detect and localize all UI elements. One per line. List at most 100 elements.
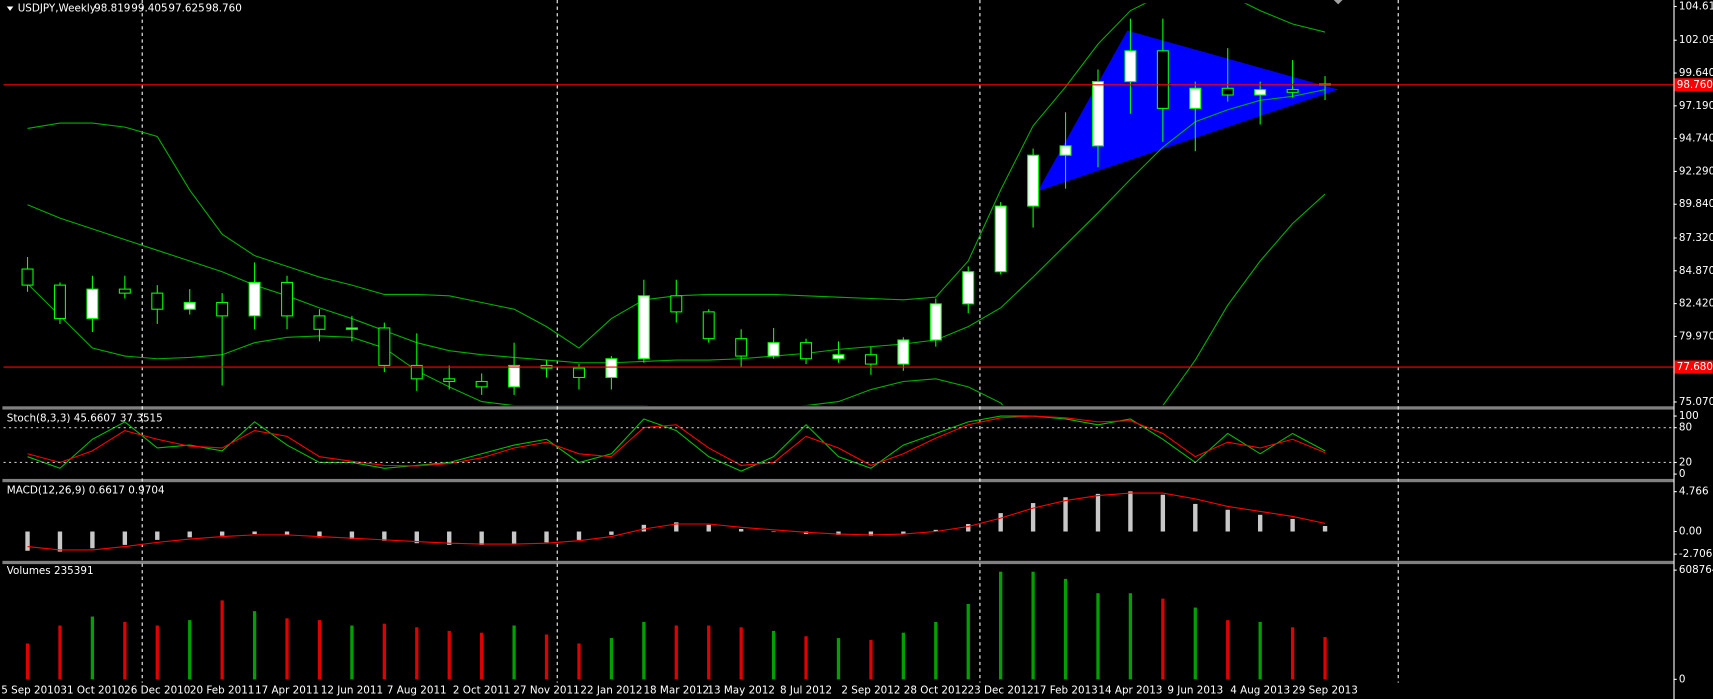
x-tick-label: 29 Sep 2013 [1292,684,1358,696]
candle-body [508,364,521,388]
macd-bar [1063,497,1068,532]
candle-body [702,311,715,340]
volume-bar [966,603,970,680]
candle-body [86,288,99,320]
candle-body [151,292,164,310]
macd-bar [576,531,582,540]
volume-bar [317,620,322,680]
volume-bar [58,625,62,680]
price-label-box [1674,360,1713,374]
volume-bar [642,621,646,680]
stoch-line [27,415,1326,472]
macd-bar [25,531,30,551]
y-tick-label: 99.640 [1679,67,1713,79]
volume-bar [1193,607,1197,680]
price-label: 77.680 [1677,361,1713,373]
macd-bar [252,531,257,535]
x-tick-label: 18 Mar 2012 [643,684,709,696]
chart-title: USDJPY,Weekly [18,3,96,15]
candle-body [475,380,488,388]
macd-bar [1257,514,1263,532]
y-tick-label: 0.00 [1679,526,1702,538]
macd-bar [479,531,484,545]
x-tick-label: 14 Apr 2013 [1098,684,1162,696]
candle-body [832,354,845,360]
x-tick-label: 2 Sep 2012 [841,684,900,696]
candle-body [929,303,942,341]
panel [25,571,1327,680]
macd-bar [317,531,322,538]
band-line [27,89,1326,364]
volume-bar [1031,571,1035,680]
x-tick-label: 17 Feb 2013 [1033,684,1097,696]
y-tick-label: 94.740 [1679,133,1713,145]
volume-bar [1128,593,1133,680]
volume-bar [999,571,1003,680]
macd-bar [122,531,128,545]
macd-bar [641,524,647,532]
header-value: 97.625 [168,3,204,15]
volume-bar [1161,598,1165,680]
volume-bar [674,625,678,680]
x-tick-label: 28 Oct 2012 [904,684,968,696]
y-tick-label: 80 [1679,422,1692,434]
period-separators [141,0,1399,683]
header-value: 99.405 [131,3,167,15]
volume-bar [707,625,711,680]
macd-bar [1128,491,1133,532]
x-tick-label: 27 Nov 2011 [513,684,579,696]
candle-body [183,301,196,310]
candle-body [605,358,618,379]
candle-body [410,364,423,380]
y-tick-label: -2.706 [1679,548,1712,560]
macd-bar [511,531,517,545]
macd-bar [1030,503,1036,532]
volume-bar [285,618,289,680]
macd-bar [901,531,906,535]
y-tick-label: 0 [1679,468,1686,480]
macd-bar [933,529,938,532]
macd-bar [1290,518,1295,532]
signal-line [27,492,1326,551]
x-tick-label: 7 Aug 2011 [387,684,447,696]
macd-bar [998,513,1003,532]
volume-bar [90,616,95,680]
indicator-title: MACD(12,26,9) 0.6617 0.9704 [7,484,165,496]
x-tick-label: 2 Oct 2011 [453,684,510,696]
candle-body [767,342,780,357]
indicator-title: Stoch(8,3,3) 45.6607 37.3515 [7,412,163,424]
candle-body [897,339,910,365]
candle-body [1027,154,1040,207]
x-tick-label: 12 Jun 2011 [321,684,383,696]
panel [27,415,1326,472]
volume-bar [577,643,581,680]
candle-body [1221,87,1234,96]
y-tick-label: 608764 [1679,564,1713,576]
volume-bar [544,634,549,680]
candle-body [1286,89,1299,93]
volume-bar [252,611,257,680]
candle-body [248,281,261,317]
volume-bar [188,620,192,680]
candle-body [1156,50,1169,109]
candle-body [1091,81,1104,147]
candle-body [962,271,975,305]
x-tick-label: 5 Sep 2010 [1,684,60,696]
menu-arrow[interactable] [6,6,14,11]
volume-bar [415,627,419,680]
candle-body [572,367,585,379]
volume-bar [609,638,614,680]
volume-bar [1063,578,1068,680]
candle-body [1254,89,1267,96]
candle-body [118,288,131,294]
volume-bar [1323,637,1327,680]
volume-bar [739,627,743,680]
macd-bar [1225,509,1230,532]
volume-bar [350,625,354,680]
stoch-line [27,415,1326,467]
macd-bar [609,531,614,535]
candle-body [670,295,683,313]
volume-bar [1096,593,1100,680]
price-label-box [1674,78,1713,92]
